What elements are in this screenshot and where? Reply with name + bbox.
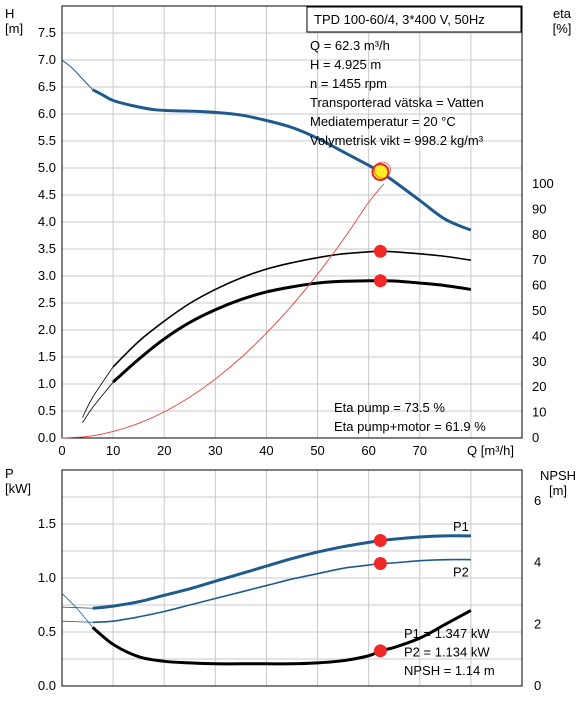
top-y-right-tick: 10 bbox=[532, 405, 546, 420]
top-x-axis-label: Q [m³/h] bbox=[467, 443, 514, 458]
operating-info-line: Mediatemperatur = 20 °C bbox=[310, 114, 456, 129]
head-curve bbox=[91, 88, 472, 232]
top-y-left-tick: 5.5 bbox=[38, 133, 56, 148]
p1-curve-thin bbox=[61, 606, 93, 609]
top-y-left-tick: 2.5 bbox=[38, 295, 56, 310]
top-x-tick: 40 bbox=[259, 443, 273, 458]
top-y-left-tick: 4.0 bbox=[38, 214, 56, 229]
top-y-left-tick: 0.5 bbox=[38, 403, 56, 418]
eta_pump_motor-curve bbox=[112, 279, 472, 384]
top-y-right-tick: 60 bbox=[532, 278, 546, 293]
top-y-right-tick: 100 bbox=[532, 176, 554, 191]
top-x-tick: 10 bbox=[106, 443, 120, 458]
top-grid bbox=[62, 6, 522, 438]
bottom-y-right-tick: 0 bbox=[534, 678, 541, 693]
top-x-tick: 50 bbox=[310, 443, 324, 458]
efficiency-marker bbox=[373, 244, 387, 258]
bottom-grid bbox=[62, 470, 522, 686]
bottom-y-left-tick: 0.5 bbox=[38, 624, 56, 639]
operating-info-line: Volymetrisk vikt = 998.2 kg/m³ bbox=[310, 133, 484, 148]
top-y-right-tick: 0 bbox=[532, 430, 539, 445]
power-info-line: NPSH = 1.14 m bbox=[404, 663, 495, 678]
top-y-right-tick: 90 bbox=[532, 201, 546, 216]
top-y-left-label: [m] bbox=[5, 21, 23, 36]
bottom-y-left-label: P bbox=[5, 466, 14, 481]
operating-info-line: H = 4.925 m bbox=[310, 57, 381, 72]
operating-info-line: Q = 62.3 m³/h bbox=[310, 38, 390, 53]
bottom-y-left-tick: 1.0 bbox=[38, 570, 56, 585]
power-info-line: P1 = 1.347 kW bbox=[404, 626, 490, 641]
top-y-left-tick: 1.5 bbox=[38, 349, 56, 364]
p2-curve-thin bbox=[61, 620, 93, 623]
top-y-right-label: eta bbox=[553, 6, 572, 21]
top-y-left-tick: 0.0 bbox=[38, 430, 56, 445]
top-y-right-tick: 80 bbox=[532, 227, 546, 242]
operating-point-ring bbox=[374, 161, 391, 179]
top-plot-frame bbox=[61, 5, 523, 439]
bottom-y-left-label: [kW] bbox=[5, 481, 31, 496]
bottom-y-right-tick: 6 bbox=[534, 493, 541, 508]
operating-point-marker bbox=[371, 163, 390, 182]
operating-info-line: Transporterad vätska = Vatten bbox=[310, 95, 484, 110]
bottom-y-left-tick: 0.0 bbox=[38, 678, 56, 693]
power-npsh-marker bbox=[373, 534, 387, 548]
top-y-right-tick: 50 bbox=[532, 303, 546, 318]
power-info-line: P2 = 1.134 kW bbox=[404, 645, 490, 660]
bottom-y-right-tick: 2 bbox=[534, 616, 541, 631]
pump-title: TPD 100-60/4, 3*400 V, 50Hz bbox=[314, 12, 485, 27]
p1-curve bbox=[92, 534, 471, 610]
top-y-left-tick: 4.5 bbox=[38, 187, 56, 202]
head-curve-thin bbox=[61, 59, 94, 91]
system_curve-curve bbox=[61, 183, 385, 439]
top-y-left-tick: 7.0 bbox=[38, 52, 56, 67]
top-y-right-tick: 20 bbox=[532, 379, 546, 394]
power-npsh-marker bbox=[373, 644, 387, 658]
top-y-right-label: [%] bbox=[553, 21, 572, 36]
top-y-right-tick: 30 bbox=[532, 354, 546, 369]
efficiency-info-line: Eta pump = 73.5 % bbox=[334, 400, 445, 415]
top-x-tick: 60 bbox=[361, 443, 375, 458]
npsh-curve bbox=[91, 609, 472, 666]
top-y-left-tick: 3.0 bbox=[38, 268, 56, 283]
p2-curve bbox=[92, 558, 471, 624]
top-y-left-tick: 7.5 bbox=[38, 25, 56, 40]
bottom-y-right-label: NPSH bbox=[540, 468, 576, 483]
eta_pump-curve bbox=[112, 250, 472, 368]
bottom-y-left-tick: 1.5 bbox=[38, 516, 56, 531]
top-y-left-tick: 1.0 bbox=[38, 376, 56, 391]
power-npsh-marker bbox=[373, 557, 387, 571]
top-x-tick: 70 bbox=[413, 443, 427, 458]
top-y-left-tick: 5.0 bbox=[38, 160, 56, 175]
eta_pump_motor-curve-thin bbox=[82, 381, 114, 423]
top-y-right-tick: 70 bbox=[532, 252, 546, 267]
npsh-curve-thin bbox=[61, 593, 93, 628]
bottom-plot-frame bbox=[61, 469, 523, 687]
p2-series-label: P2 bbox=[453, 565, 469, 580]
top-y-left-tick: 3.5 bbox=[38, 241, 56, 256]
eta_pump-curve-thin bbox=[82, 366, 114, 418]
pump-title-frame bbox=[306, 6, 522, 33]
efficiency-info-line: Eta pump+motor = 61.9 % bbox=[334, 419, 486, 434]
top-x-tick: 30 bbox=[208, 443, 222, 458]
efficiency-marker bbox=[373, 274, 387, 288]
top-y-left-label: H bbox=[5, 6, 14, 21]
pump-title-box bbox=[306, 6, 522, 33]
top-y-left-tick: 6.0 bbox=[38, 106, 56, 121]
top-y-left-tick: 6.5 bbox=[38, 79, 56, 94]
bottom-y-right-tick: 4 bbox=[534, 555, 541, 570]
top-y-left-tick: 2.0 bbox=[38, 322, 56, 337]
top-x-tick: 20 bbox=[157, 443, 171, 458]
bottom-y-right-label: [m] bbox=[549, 483, 567, 498]
p1-series-label: P1 bbox=[453, 519, 469, 534]
top-x-tick: 0 bbox=[58, 443, 65, 458]
top-y-right-tick: 40 bbox=[532, 328, 546, 343]
operating-info-line: n = 1455 rpm bbox=[310, 76, 387, 91]
